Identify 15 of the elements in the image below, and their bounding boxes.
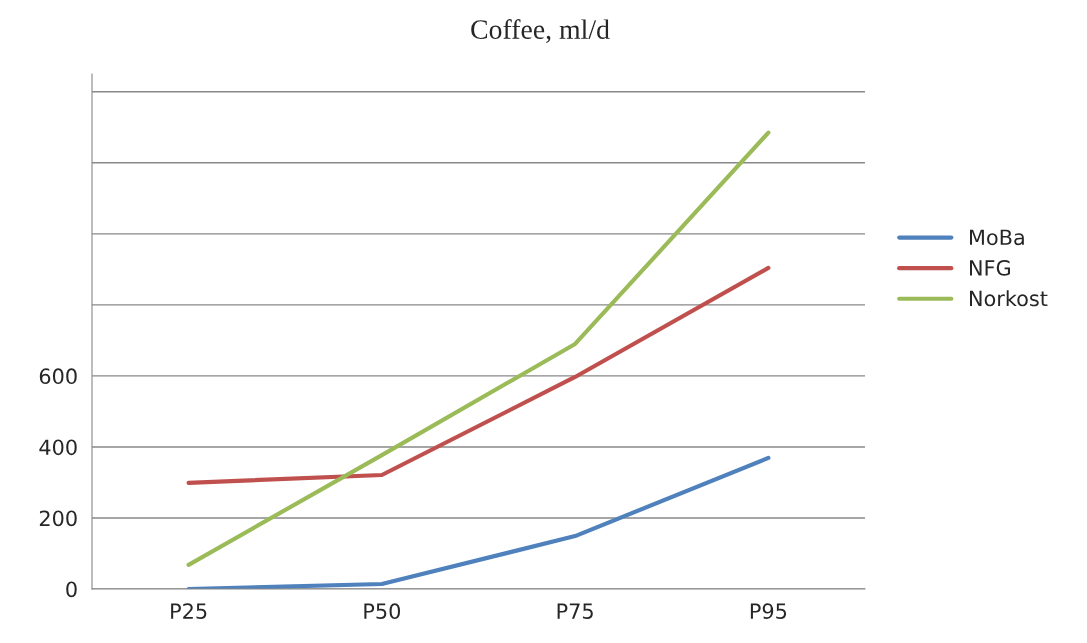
legend-label: MoBa xyxy=(970,229,1024,246)
y-tick-label: 400 xyxy=(39,439,77,456)
legend-label: Norkost xyxy=(970,290,1048,307)
x-tick-label: P95 xyxy=(750,603,787,620)
y-tick-label: 200 xyxy=(39,510,77,527)
line-series xyxy=(186,265,771,485)
chart-title: Coffee, ml/d xyxy=(471,19,610,43)
x-tick-label: P25 xyxy=(171,603,207,620)
x-tick-label: P75 xyxy=(557,603,593,620)
y-tick-label: 600 xyxy=(39,368,77,385)
x-tick-label: P50 xyxy=(364,603,401,620)
y-tick-label: 0 xyxy=(66,581,77,598)
legend-label: NFG xyxy=(970,259,1010,276)
line-series xyxy=(186,455,771,589)
line-series xyxy=(186,130,771,567)
